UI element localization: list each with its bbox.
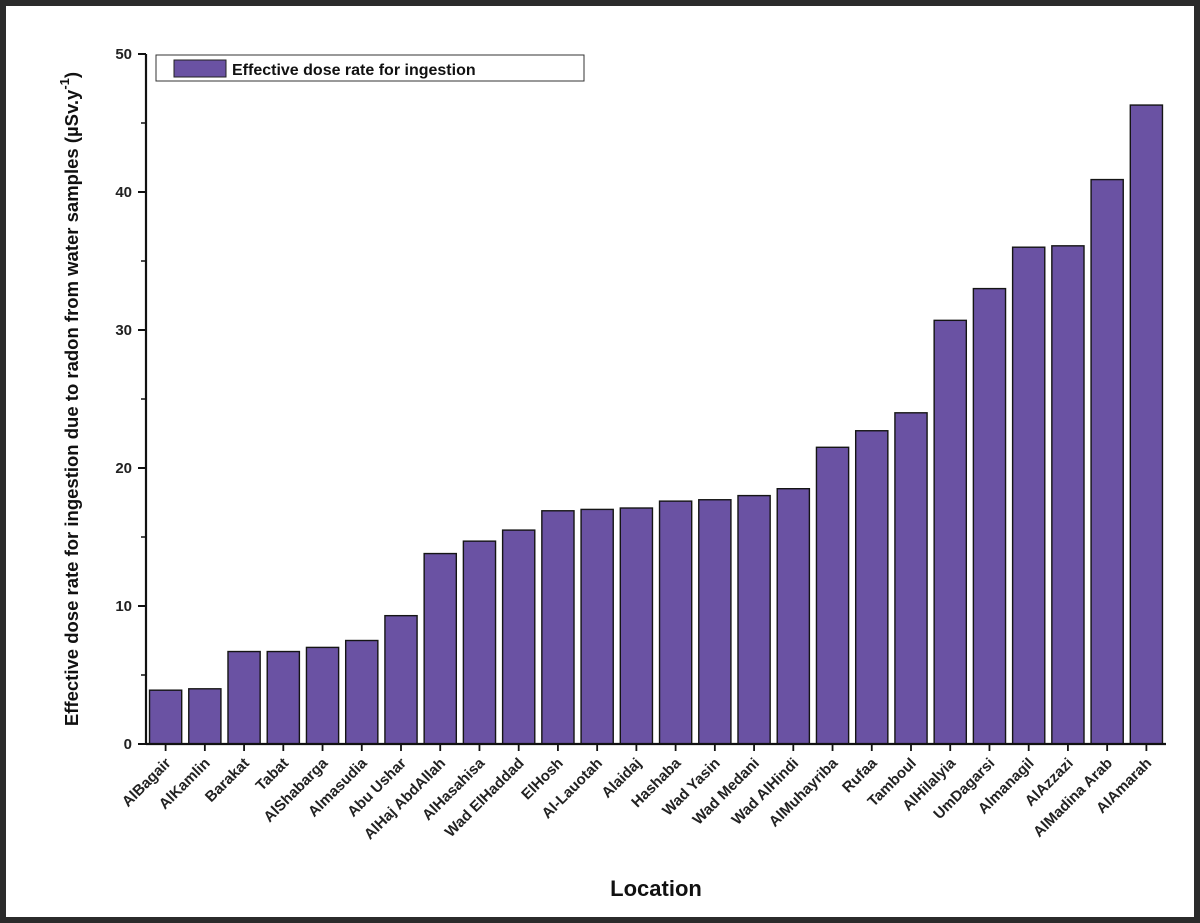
- bar: [658, 500, 693, 745]
- bar: [698, 499, 732, 745]
- y-tick-label: 30: [115, 322, 132, 339]
- y-axis-title-close: ): [61, 72, 82, 78]
- chart-frame: 0 10 20 30 40 50 AlBagair AlKamlin Barakat Tabat…: [6, 6, 1194, 917]
- bar: [894, 412, 928, 745]
- bar: [1129, 104, 1164, 745]
- x-axis-title: Location: [610, 876, 702, 901]
- legend-box: [155, 54, 585, 82]
- bar: [541, 510, 575, 745]
- legend: Effective dose rate for ingestion: [155, 54, 585, 82]
- y-axis-title-main: Effective dose rate for ingestion due to…: [61, 89, 82, 726]
- y-tick-label: 40: [115, 184, 132, 201]
- bar: [384, 614, 418, 745]
- bar: [188, 688, 222, 745]
- bar: [227, 650, 261, 745]
- bar: [619, 507, 654, 745]
- bar: [1011, 246, 1046, 745]
- bar: [933, 319, 968, 745]
- x-tick-label: AlMuhayriba: [766, 754, 842, 830]
- bar: [580, 508, 614, 745]
- y-axis-title-superscript: -1: [57, 78, 72, 90]
- legend-label: Effective dose rate for ingestion: [232, 62, 476, 79]
- x-tick-label: Barakat: [202, 755, 253, 806]
- bar: [815, 446, 850, 745]
- bar: [737, 494, 771, 745]
- bar: [462, 540, 497, 745]
- bars-group: [148, 104, 1164, 745]
- bar: [423, 552, 458, 745]
- y-tick-label: 10: [115, 598, 132, 615]
- y-ticks-group: 0 10 20 30 40 50: [115, 46, 146, 753]
- legend-swatch: [173, 59, 227, 78]
- bar: [854, 430, 889, 745]
- y-axis-title: Effective dose rate for ingestion due to…: [57, 72, 82, 726]
- bar: [148, 689, 183, 745]
- bar: [1051, 245, 1085, 745]
- y-tick-label: 20: [115, 460, 132, 477]
- bar: [344, 639, 379, 745]
- bar: [972, 287, 1007, 745]
- y-tick-label: 50: [115, 46, 132, 63]
- bar: [776, 488, 811, 745]
- bar: [266, 650, 301, 745]
- y-tick-label: 0: [124, 736, 132, 753]
- bar: [1090, 178, 1124, 745]
- bar: [501, 529, 536, 745]
- bar: [305, 646, 340, 745]
